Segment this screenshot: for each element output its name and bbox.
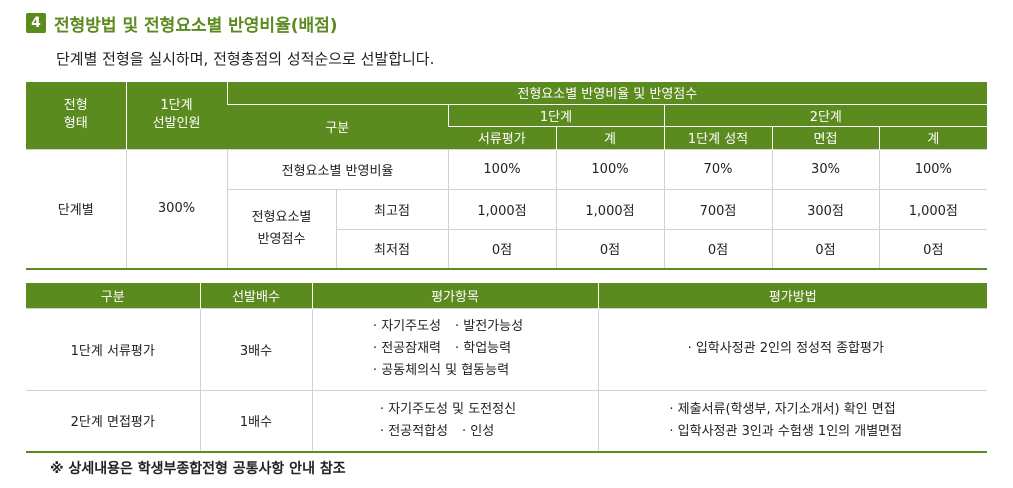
ratio-cell: 70% bbox=[663, 148, 773, 190]
item-line: · 전공잠재력 · 학업능력 bbox=[372, 341, 512, 356]
item: 학업능력 bbox=[463, 341, 512, 356]
item: 인성 bbox=[470, 423, 495, 439]
stage-cell: 1단계 서류평가 bbox=[26, 307, 201, 391]
max-cell: 1,000점 bbox=[555, 188, 665, 230]
max-label: 최고점 bbox=[335, 188, 449, 230]
min-cell: 0점 bbox=[555, 228, 665, 270]
item: 자기주도성 bbox=[381, 319, 441, 334]
method: 입학사정관 3인과 수험생 1인의 개별면접 bbox=[677, 423, 903, 439]
header-items: 평가항목 bbox=[311, 283, 598, 308]
item: 전공잠재력 bbox=[381, 341, 441, 356]
method-line: · 입학사정관 2인의 정성적 종합평가 bbox=[687, 341, 884, 356]
header-stage1-score: 1단계 성적 bbox=[663, 125, 772, 149]
header-division: 구분 bbox=[227, 103, 448, 149]
max-cell: 1,000점 bbox=[447, 188, 557, 230]
min-cell: 0점 bbox=[771, 228, 880, 270]
item-line: · 자기주도성 및 도전정신 bbox=[379, 401, 517, 417]
method-line: · 제출서류(학생부, 자기소개서) 확인 면접 bbox=[669, 401, 896, 417]
method-line: · 입학사정관 3인과 수험생 1인의 개별면접 bbox=[669, 423, 903, 439]
max-cell: 700점 bbox=[663, 188, 773, 230]
section-heading: 4 전형방법 및 전형요소별 반영비율(배점) bbox=[26, 10, 338, 36]
min-cell: 0점 bbox=[878, 228, 988, 270]
item-line: · 자기주도성 · 발전가능성 bbox=[372, 319, 524, 334]
ratio-cell: 100% bbox=[447, 148, 557, 190]
select-value: 300% bbox=[125, 148, 228, 270]
item: 자기주도성 및 도전정신 bbox=[388, 401, 517, 417]
stage-cell: 2단계 면접평가 bbox=[26, 389, 201, 453]
multiple-cell: 1배수 bbox=[199, 389, 313, 453]
section-number-badge: 4 bbox=[26, 13, 46, 33]
item-line: · 전공적합성 · 인성 bbox=[379, 423, 495, 439]
method: 입학사정관 2인의 정성적 종합평가 bbox=[695, 341, 884, 356]
header-stage2: 2단계 bbox=[663, 103, 988, 126]
header-multiple: 선발배수 bbox=[199, 283, 312, 308]
ratio-cell: 100% bbox=[878, 148, 988, 190]
item: 전공적합성 bbox=[388, 423, 448, 439]
min-cell: 0점 bbox=[663, 228, 773, 270]
header-doc-eval: 서류평가 bbox=[448, 125, 556, 149]
type-value: 단계별 bbox=[26, 148, 127, 270]
reflection-ratio-table: 전형 형태 1단계 선발인원 전형요소별 반영비율 및 반영점수 구분 1단계 … bbox=[26, 82, 988, 270]
method-cell: · 제출서류(학생부, 자기소개서) 확인 면접 · 입학사정관 3인과 수험생… bbox=[597, 389, 987, 453]
ratio-cell: 30% bbox=[771, 148, 880, 190]
header-method: 평가방법 bbox=[597, 283, 987, 308]
min-label: 최저점 bbox=[336, 228, 449, 270]
min-cell: 0점 bbox=[447, 228, 557, 270]
section-description: 단계별 전형을 실시하며, 전형총점의 성적순으로 선발합니다. bbox=[56, 50, 435, 68]
header-stage1: 1단계 bbox=[447, 103, 664, 126]
footnote: ※ 상세내용은 학생부종합전형 공통사항 안내 참조 bbox=[50, 461, 346, 477]
item: 공동체의식 및 협동능력 bbox=[381, 363, 510, 378]
item: 발전가능성 bbox=[463, 319, 524, 334]
evaluation-table: 구분 선발배수 평가항목 평가방법 1단계 서류평가 3배수 · 자기주도성 · … bbox=[26, 283, 987, 453]
max-cell: 300점 bbox=[771, 188, 880, 230]
header-total2: 계 bbox=[878, 125, 988, 149]
method-cell: · 입학사정관 2인의 정성적 종합평가 bbox=[597, 307, 987, 391]
header-type: 전형 형태 bbox=[26, 82, 126, 149]
header-interview: 면접 bbox=[771, 125, 879, 149]
multiple-cell: 3배수 bbox=[199, 307, 313, 391]
section-title: 전형방법 및 전형요소별 반영비율(배점) bbox=[54, 15, 338, 36]
header-reflection: 전형요소별 반영비율 및 반영점수 bbox=[226, 82, 988, 104]
max-cell: 1,000점 bbox=[878, 188, 988, 230]
header-stage1-select: 1단계 선발인원 bbox=[125, 82, 227, 149]
items-cell: · 자기주도성 및 도전정신 · 전공적합성 · 인성 bbox=[311, 389, 599, 453]
ratio-cell: 100% bbox=[555, 148, 665, 190]
header-total1: 계 bbox=[555, 125, 664, 149]
method: 제출서류(학생부, 자기소개서) 확인 면접 bbox=[677, 401, 896, 417]
item-line: · 공동체의식 및 협동능력 bbox=[372, 363, 510, 378]
score-label: 전형요소별 반영점수 bbox=[227, 188, 337, 270]
header-division: 구분 bbox=[26, 283, 200, 308]
items-cell: · 자기주도성 · 발전가능성 · 전공잠재력 · 학업능력 · 공동체의식 및 협… bbox=[311, 307, 599, 391]
ratio-label: 전형요소별 반영비율 bbox=[226, 148, 449, 190]
